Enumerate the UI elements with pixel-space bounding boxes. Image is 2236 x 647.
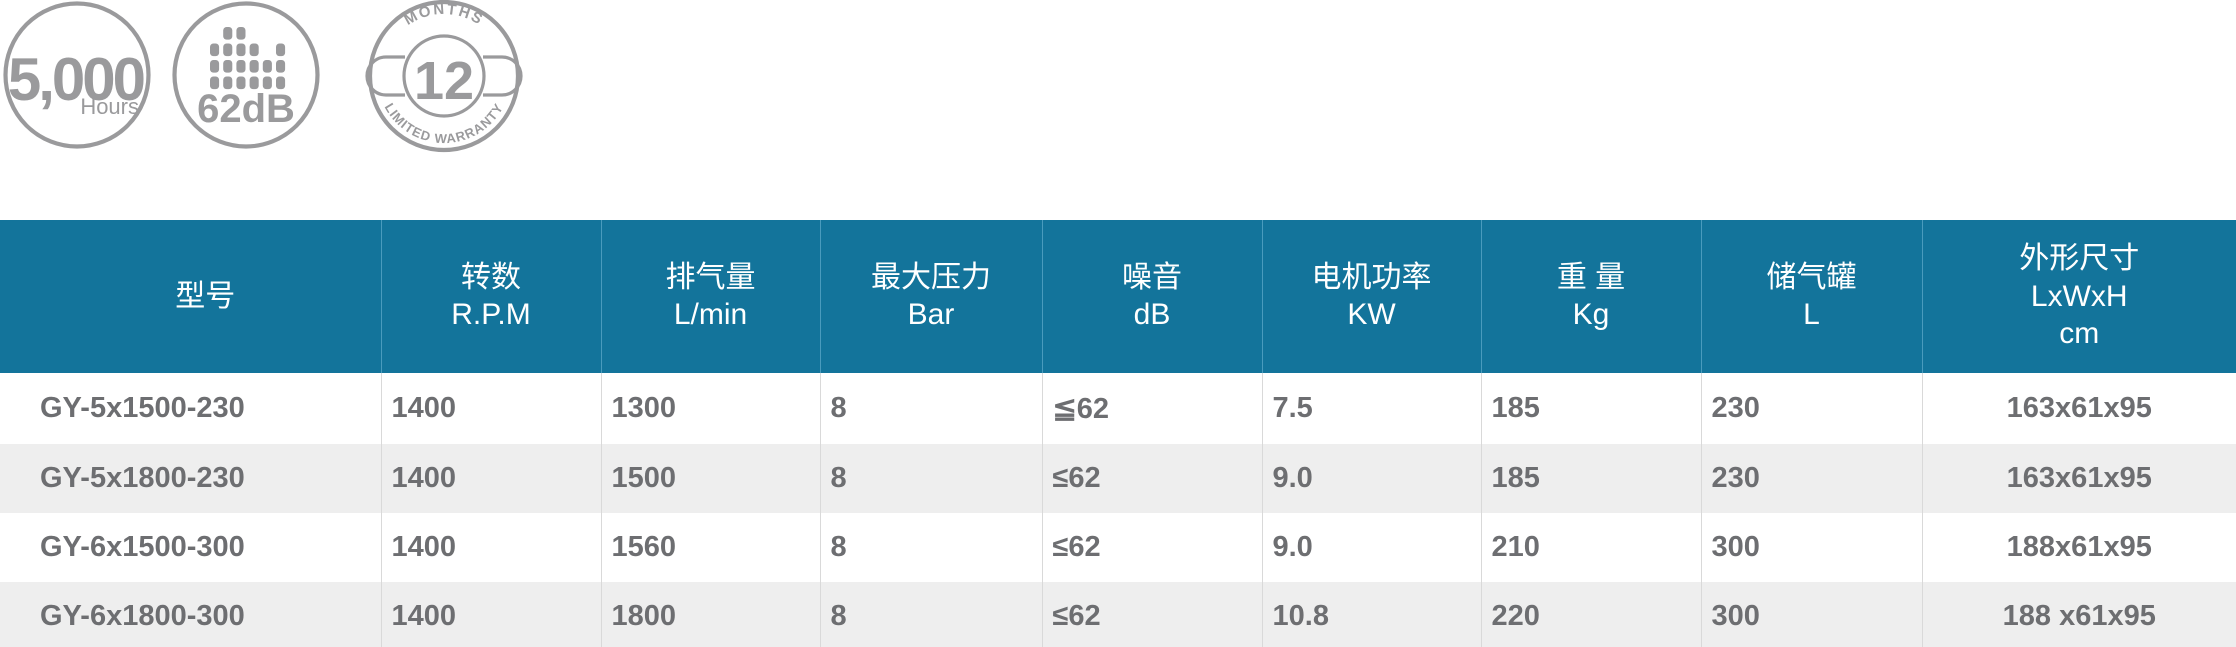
svg-text:12: 12 bbox=[414, 51, 474, 111]
svg-text:Hours: Hours bbox=[80, 94, 139, 119]
svg-text:MONTHS: MONTHS bbox=[401, 1, 486, 29]
svg-text:62dB: 62dB bbox=[197, 87, 295, 131]
